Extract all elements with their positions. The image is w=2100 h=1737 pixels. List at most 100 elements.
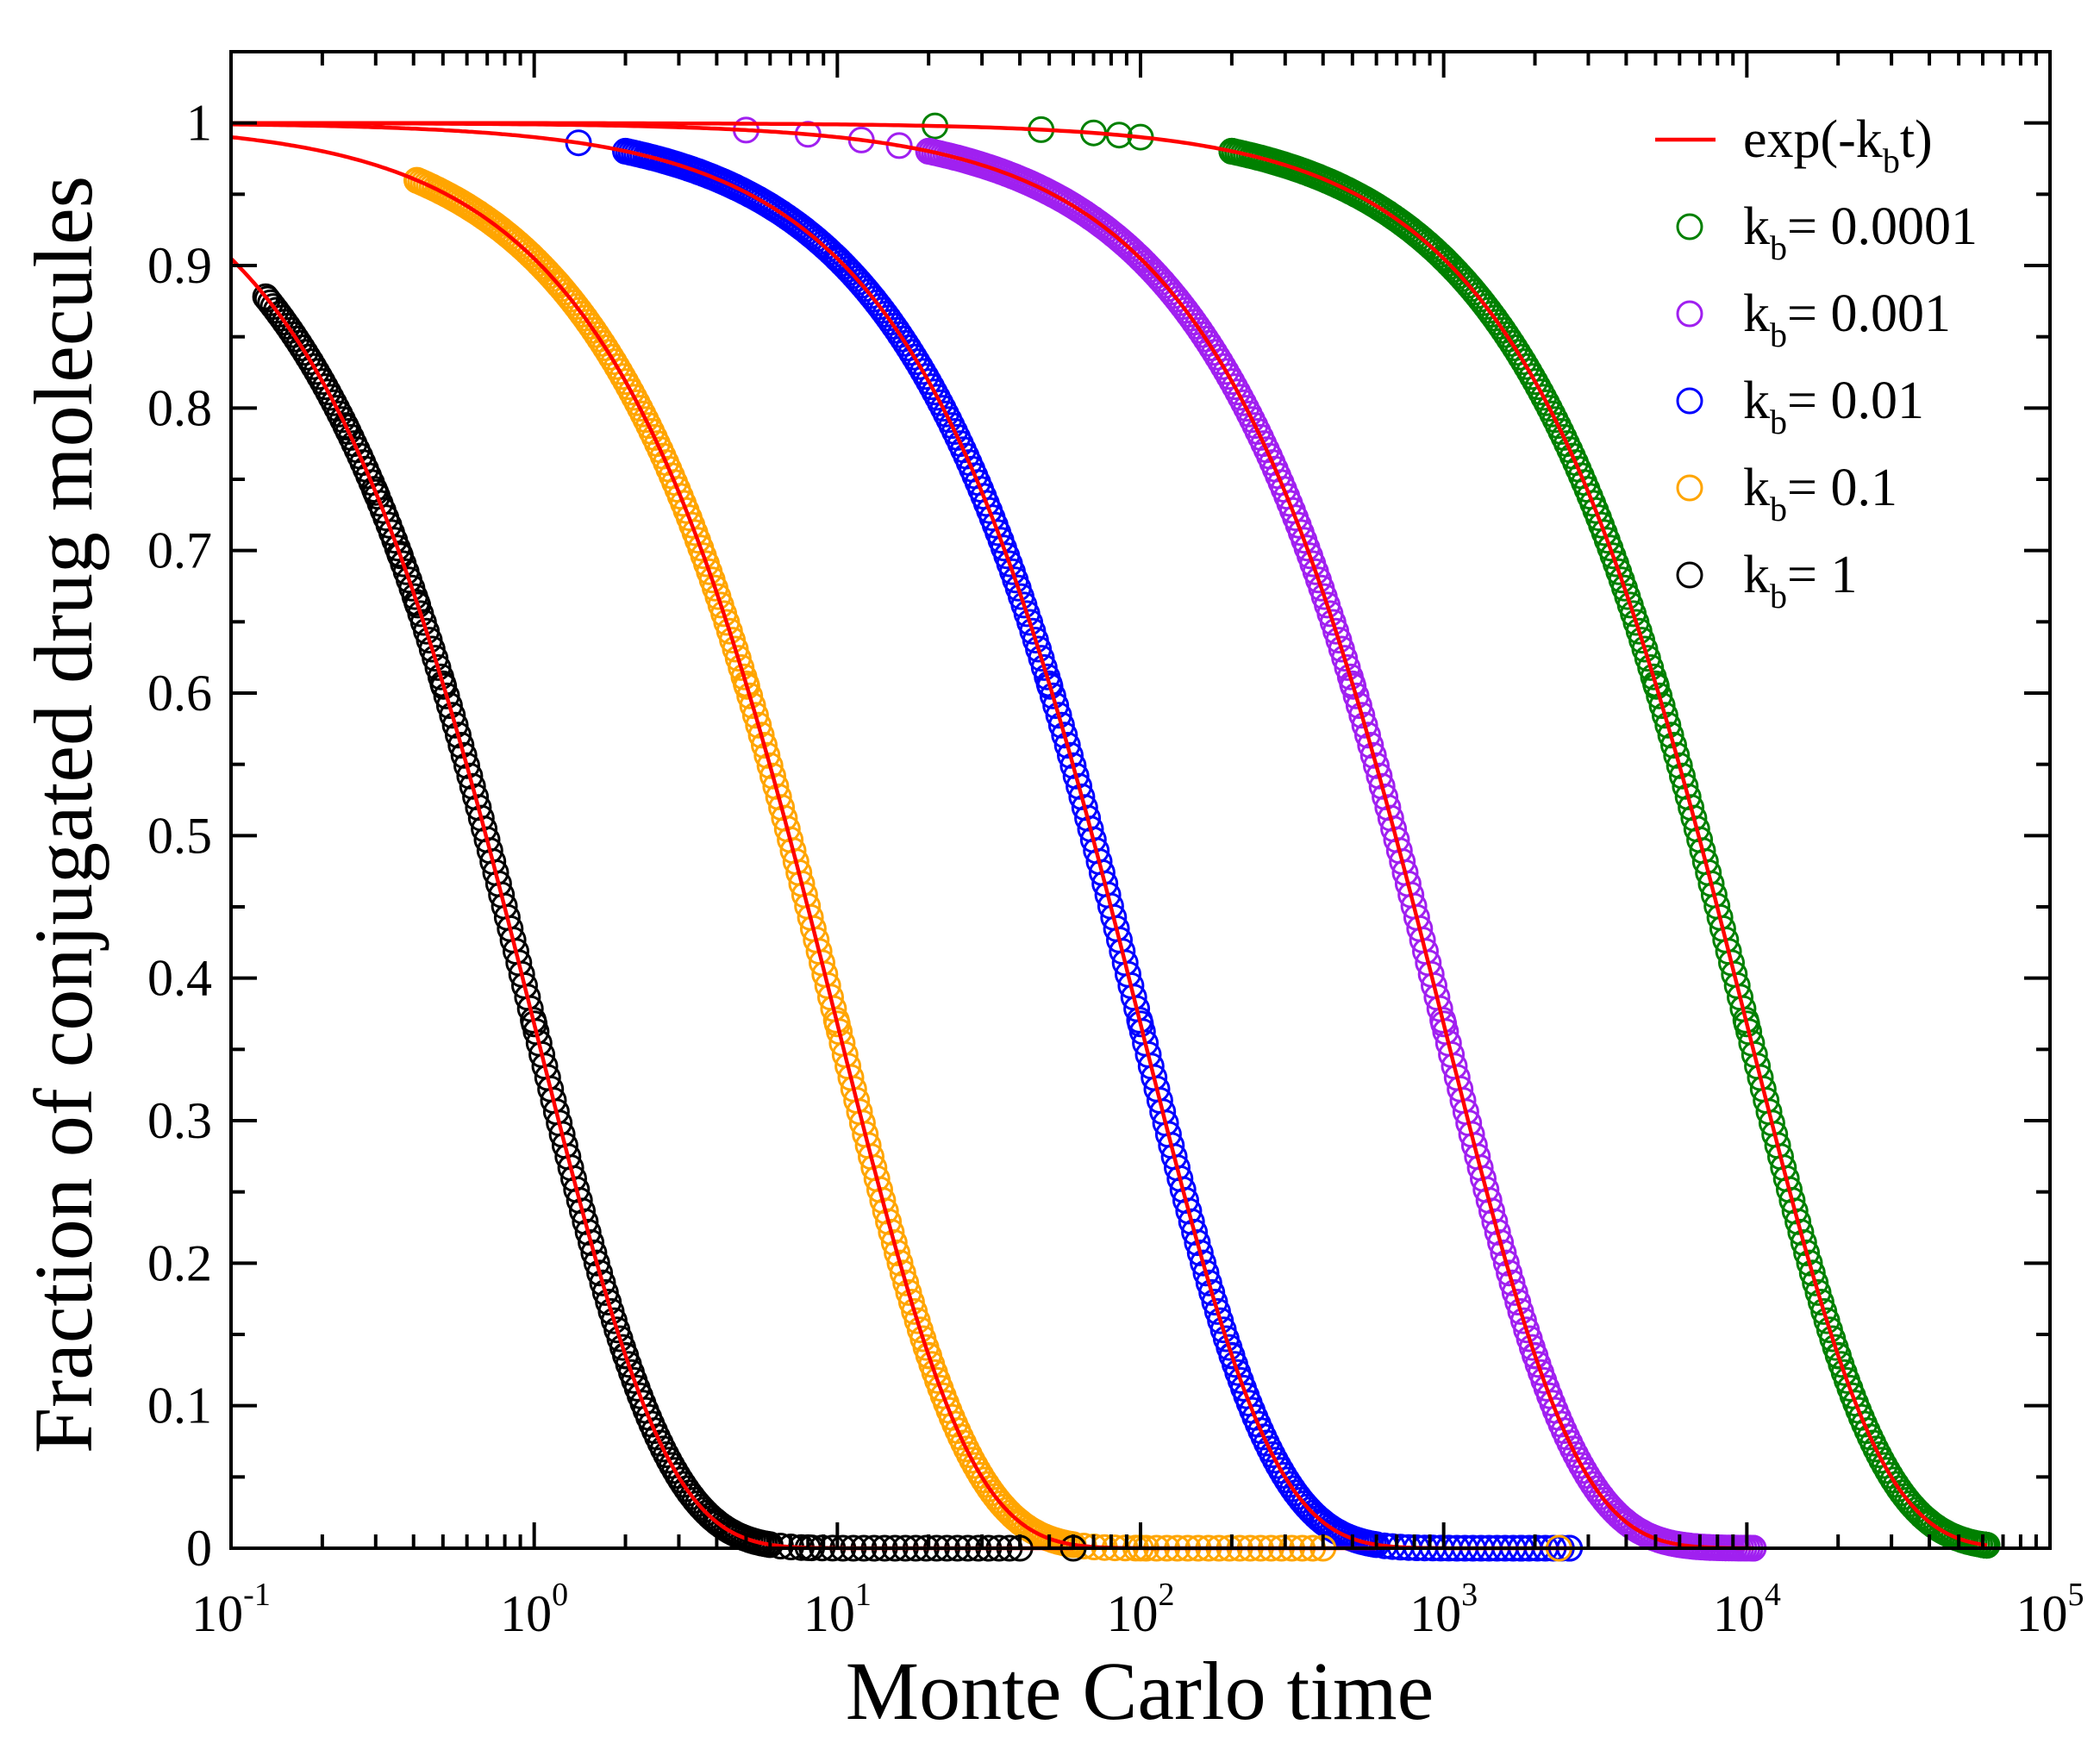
data-point [1798,1259,1826,1287]
data-point [1062,762,1090,790]
legend-label: kb= 0.01 [1743,372,1924,441]
legend-marker-swatch [1676,387,1703,415]
legend-label: kb= 1 [1743,546,1857,615]
data-point [1796,1249,1823,1277]
data-point [1973,1532,2001,1559]
data-point [1654,711,1682,739]
x-tick-label: 100 [500,1577,568,1642]
data-point [884,1239,911,1266]
series-k-b-0-001 [733,116,1767,1562]
data-point [456,762,484,790]
data-point [580,1239,608,1266]
data-point [1787,1218,1815,1246]
y-tick-label: 1 [186,95,212,152]
y-tick-label: 0.8 [147,379,212,436]
data-point [747,722,775,749]
data-point [1496,1259,1523,1287]
data-point [753,741,781,769]
data-point [439,702,466,729]
data-point [1669,762,1696,790]
data-point [1368,772,1396,800]
data-point [875,1208,903,1235]
legend: exp(-kbt) kb= 0.0001 kb= 0.001 kb= 0.01 kb= … [1655,110,1978,615]
y-tick-label: 0.5 [147,807,212,864]
y-tick-label: 0.3 [147,1092,212,1149]
data-point [1781,1197,1809,1225]
data-point [450,741,478,769]
data-point [756,752,784,779]
data-point [252,283,279,310]
data-point [1354,722,1381,749]
legend-marker-swatch [1676,300,1703,328]
data-point [572,1208,599,1235]
data-point [1190,1249,1217,1277]
data-point [1648,692,1676,719]
x-tick-label: 104 [1713,1577,1781,1642]
data-point [878,1218,905,1246]
data-point [1793,1239,1821,1266]
data-point [1790,1229,1817,1256]
y-tick-label: 0.9 [147,237,212,294]
legend-marker-swatch [1676,474,1703,502]
data-point [459,772,486,800]
y-tick-label: 0.7 [147,522,212,579]
data-point [1348,702,1376,729]
x-tick-label: 102 [1107,1577,1175,1642]
data-point [1366,762,1393,790]
data-point [1181,1218,1209,1246]
series-k-b-0-01 [565,129,1584,1562]
x-tick-label: 101 [803,1577,872,1642]
data-point [1175,1197,1203,1225]
legend-marker-swatch [1676,213,1703,241]
data-point [1178,1208,1205,1235]
data-point [759,762,786,790]
x-tick-label: 103 [1409,1577,1478,1642]
data-point [1363,752,1390,779]
data-point [1657,722,1684,749]
y-tick-label: 0.1 [147,1378,212,1434]
data-point [762,772,790,800]
data-point [1672,772,1699,800]
data-point [586,1259,614,1287]
legend-label: kb= 0.0001 [1743,197,1978,267]
series-k-b-0-1 [403,166,1572,1562]
data-point [1484,1218,1511,1246]
data-point [1045,702,1072,729]
data-point [441,711,469,739]
data-point [1351,711,1378,739]
data-point [1666,752,1693,779]
data-point [1059,752,1087,779]
y-tick-label: 0.4 [147,950,212,1007]
data-point [447,732,475,759]
data-point [1186,1239,1214,1266]
data-point [739,692,766,719]
data-point [741,702,769,729]
data-point [578,1229,605,1256]
data-point [745,711,772,739]
axes-layer: 0 0.1 0.2 0.3 0.4 0.5 0.6 0.7 0.8 0.9 1 10-1 100 101 1… [147,50,2084,1642]
data-point [1053,732,1081,759]
plot-layer [231,112,2001,1562]
y-tick-label: 0 [186,1520,212,1577]
legend-label: kb= 0.1 [1743,459,1897,528]
data-point [453,752,480,779]
data-point [872,1197,899,1225]
data-point [1057,741,1084,769]
legend-label: exp(-kbt) [1743,110,1933,180]
data-point [1492,1249,1520,1277]
data-point [583,1249,610,1277]
x-tick-label: 105 [2016,1577,2084,1642]
y-axis-title: Fraction of conjugated drug molecules [17,176,109,1453]
data-point [1359,741,1387,769]
data-point [1066,772,1093,800]
data-point [1784,1208,1812,1235]
series-k-b-1 [252,283,1087,1562]
data-point [1051,722,1078,749]
y-tick-label: 0.2 [147,1234,212,1291]
legend-marker-swatch [1676,561,1703,589]
fit-curve-k-b-0-01 [231,122,1570,1551]
data-point [574,1218,602,1246]
data-point [1192,1259,1220,1287]
data-point [1663,741,1691,769]
